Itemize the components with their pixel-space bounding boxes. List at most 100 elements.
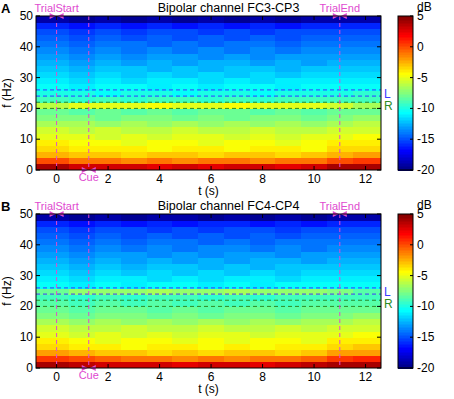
cell — [36, 276, 70, 283]
cell — [275, 276, 301, 283]
cell — [147, 245, 173, 252]
colorbar-tick — [410, 46, 413, 47]
cell — [301, 127, 327, 134]
y-tick — [377, 16, 381, 17]
band-line — [36, 108, 381, 109]
cell — [353, 214, 381, 221]
y-tick-label: 40 — [20, 40, 34, 54]
cell — [250, 319, 276, 326]
cell — [121, 276, 147, 283]
cell — [250, 28, 276, 35]
cell — [95, 133, 121, 140]
cell — [224, 121, 250, 128]
cell — [121, 226, 147, 233]
cell — [172, 226, 198, 233]
cell — [36, 108, 70, 115]
x-tick-label: 8 — [259, 370, 266, 384]
cell — [69, 269, 95, 276]
event-line — [339, 214, 340, 368]
cell — [275, 133, 301, 140]
cell — [301, 16, 327, 23]
cell — [69, 343, 95, 350]
cell — [250, 53, 276, 60]
cell — [172, 337, 198, 344]
y-axis-label: f (Hz) — [0, 78, 14, 107]
cell — [121, 263, 147, 270]
cell — [198, 133, 224, 140]
cell — [95, 108, 121, 115]
colorbar-tick — [410, 77, 413, 78]
cell — [121, 356, 147, 363]
cell — [147, 53, 173, 60]
colorbar-tick-label: 0 — [417, 238, 424, 252]
cell — [224, 152, 250, 159]
cell — [250, 306, 276, 313]
cell — [301, 22, 327, 29]
cell — [224, 257, 250, 264]
cell — [224, 41, 250, 48]
colorbar-tick — [410, 306, 413, 307]
cell — [301, 121, 327, 128]
x-tick — [159, 214, 160, 218]
x-tick — [159, 16, 160, 20]
cell — [224, 276, 250, 283]
cell — [69, 313, 95, 320]
colorbar-tick-label: 0 — [417, 40, 424, 54]
cell — [121, 343, 147, 350]
band-line — [36, 96, 381, 97]
cell — [121, 115, 147, 122]
cell — [36, 306, 70, 313]
x-tick-label: 4 — [156, 172, 163, 186]
x-tick — [314, 166, 315, 170]
cell — [147, 319, 173, 326]
cell — [250, 71, 276, 78]
cell — [353, 145, 381, 152]
colorbar-frame — [398, 16, 413, 170]
cell — [353, 343, 381, 350]
x-tick-label: 2 — [105, 172, 112, 186]
cell — [301, 350, 327, 357]
cell — [121, 65, 147, 72]
cell — [301, 108, 327, 115]
cell — [36, 356, 70, 363]
cell — [147, 59, 173, 66]
cell — [121, 121, 147, 128]
cell — [36, 319, 70, 326]
colorbar-tick — [410, 337, 413, 338]
cell — [172, 331, 198, 338]
cell — [250, 331, 276, 338]
cell — [147, 325, 173, 332]
cell — [36, 220, 70, 227]
cell — [301, 251, 327, 258]
cell — [301, 34, 327, 41]
event-label: Cue — [79, 171, 99, 183]
cell — [250, 158, 276, 165]
cell — [301, 276, 327, 283]
cell — [95, 276, 121, 283]
cell — [69, 350, 95, 357]
cell — [275, 78, 301, 85]
x-tick — [365, 166, 366, 170]
cell — [224, 22, 250, 29]
cell — [95, 78, 121, 85]
cell — [275, 343, 301, 350]
cell — [147, 232, 173, 239]
cell — [275, 232, 301, 239]
cell — [224, 343, 250, 350]
colorbar-tick — [410, 244, 413, 245]
cell — [147, 226, 173, 233]
cell — [275, 115, 301, 122]
cell — [353, 108, 381, 115]
cell — [69, 22, 95, 29]
cell — [69, 34, 95, 41]
cell — [147, 356, 173, 363]
x-tick — [211, 364, 212, 368]
cell — [95, 325, 121, 332]
cell — [250, 226, 276, 233]
colorbar-tick-label: -20 — [417, 361, 435, 375]
cell — [250, 127, 276, 134]
cell — [301, 47, 327, 54]
cell — [121, 239, 147, 246]
cell — [353, 356, 381, 363]
colorbar-tick-label: -5 — [417, 71, 428, 85]
